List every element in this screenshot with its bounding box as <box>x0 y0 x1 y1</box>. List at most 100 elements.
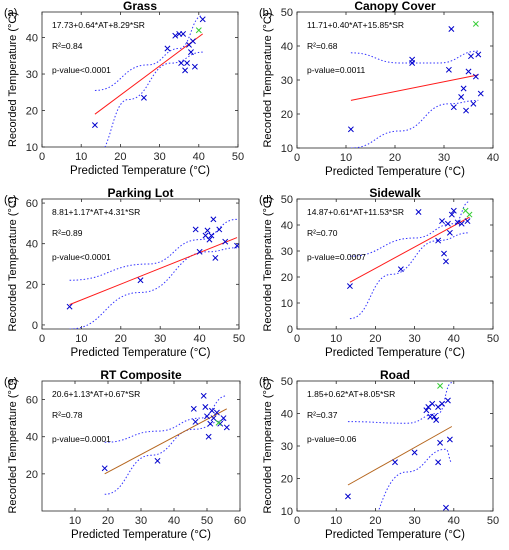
marker-stroke <box>477 90 484 97</box>
confidence-band-lower <box>349 232 470 320</box>
marker-stroke <box>220 415 227 422</box>
plot-frame <box>296 380 494 512</box>
data-point <box>465 68 472 75</box>
data-point <box>188 49 194 56</box>
y-tick-label: 10 <box>281 298 293 310</box>
data-point-highlight <box>466 211 473 218</box>
panel-title: Canopy Cover <box>354 0 436 13</box>
p-value-label: p-value<0.0001 <box>52 252 111 262</box>
marker-stroke <box>409 56 416 63</box>
p-value-label: p-value=0.0001 <box>52 434 111 444</box>
marker-stroke <box>466 211 473 218</box>
marker-stroke <box>465 68 472 75</box>
marker-stroke <box>448 211 455 218</box>
marker-stroke <box>460 85 467 92</box>
data-point <box>464 218 471 225</box>
regression-equation: 11.71+0.40*AT+15.85*SR <box>307 20 404 30</box>
x-tick-label: 50 <box>233 333 245 345</box>
marker-stroke <box>397 266 404 273</box>
panel-title: Grass <box>123 0 157 13</box>
marker-stroke <box>66 303 73 310</box>
y-tick-label: 50 <box>281 194 293 206</box>
marker-stroke <box>189 38 196 45</box>
data-point <box>180 30 187 37</box>
data-point <box>346 283 353 290</box>
marker-stroke <box>472 20 479 27</box>
panel-label: (d) <box>259 194 272 206</box>
marker-stroke <box>446 436 453 443</box>
marker-stroke <box>184 60 190 67</box>
marker-stroke <box>454 219 461 226</box>
data-point <box>202 404 209 410</box>
data-point <box>444 397 451 404</box>
marker-stroke <box>345 493 351 500</box>
marker-stroke <box>208 232 215 239</box>
data-point <box>234 242 239 249</box>
marker-stroke <box>196 248 203 255</box>
y-axis-label: Recorded Temperature (°C) <box>7 196 19 331</box>
data-point <box>470 100 477 107</box>
data-point <box>445 66 452 73</box>
marker-stroke <box>204 413 210 420</box>
marker-stroke <box>443 504 449 511</box>
data-point-highlight <box>472 20 479 27</box>
data-point <box>446 229 453 236</box>
r-squared-label: R²=0.70 <box>307 228 338 238</box>
marker-stroke <box>462 207 469 214</box>
x-axis-label: Predicted Temperature (°C) <box>71 347 211 359</box>
data-point <box>217 420 224 427</box>
data-point <box>184 60 190 67</box>
confidence-band-lower <box>104 51 203 147</box>
regression-equation: 1.85+0.62*AT+8.05*SR <box>307 389 395 399</box>
x-axis-label: Predicted Temperature (°C) <box>325 529 465 541</box>
marker-stroke <box>450 104 457 111</box>
x-tick-label: 0 <box>39 333 45 345</box>
data-point <box>458 94 465 100</box>
data-point <box>463 107 470 114</box>
marker-stroke <box>210 216 217 223</box>
data-point <box>347 126 354 133</box>
data-point <box>439 218 445 225</box>
data-point <box>164 45 171 52</box>
marker-stroke <box>441 250 447 257</box>
data-point <box>431 413 438 420</box>
plot-frame <box>296 11 494 149</box>
y-tick-label: 10 <box>281 506 293 518</box>
panel-label: (f) <box>259 376 269 388</box>
marker-stroke <box>445 66 452 73</box>
r-squared-label: R²=0.89 <box>52 228 83 238</box>
x-tick-label: 30 <box>153 151 165 163</box>
data-point <box>220 415 227 422</box>
data-point <box>423 407 430 414</box>
data-point <box>435 237 442 244</box>
data-point <box>415 209 422 215</box>
marker-stroke <box>178 60 185 67</box>
data-point <box>140 94 147 101</box>
confidence-band-upper <box>349 201 470 257</box>
marker-stroke <box>137 277 144 284</box>
data-point <box>208 407 215 414</box>
y-tick-label: 20 <box>26 469 38 481</box>
x-tick-label: 40 <box>193 151 205 163</box>
marker-stroke <box>222 238 229 245</box>
marker-stroke <box>467 53 474 60</box>
marker-stroke <box>429 400 436 407</box>
plot-contents <box>346 201 473 320</box>
data-point <box>450 207 457 214</box>
r-squared-label: R²=0.37 <box>307 410 338 420</box>
r-squared-label: R²=0.84 <box>52 41 83 51</box>
x-axis-label: Predicted Temperature (°C) <box>70 165 210 177</box>
y-axis-label: Recorded Temperature (°C) <box>262 12 274 147</box>
data-point <box>172 32 179 39</box>
data-point <box>433 417 440 423</box>
data-point <box>207 420 214 427</box>
data-point <box>477 90 484 97</box>
marker-stroke <box>347 126 354 133</box>
confidence-band-upper <box>347 382 453 424</box>
x-tick-label: 40 <box>448 515 460 527</box>
marker-stroke <box>450 207 457 214</box>
x-tick-label: 20 <box>369 333 381 345</box>
data-point <box>190 405 197 412</box>
data-point <box>443 258 449 265</box>
data-point <box>397 266 404 273</box>
